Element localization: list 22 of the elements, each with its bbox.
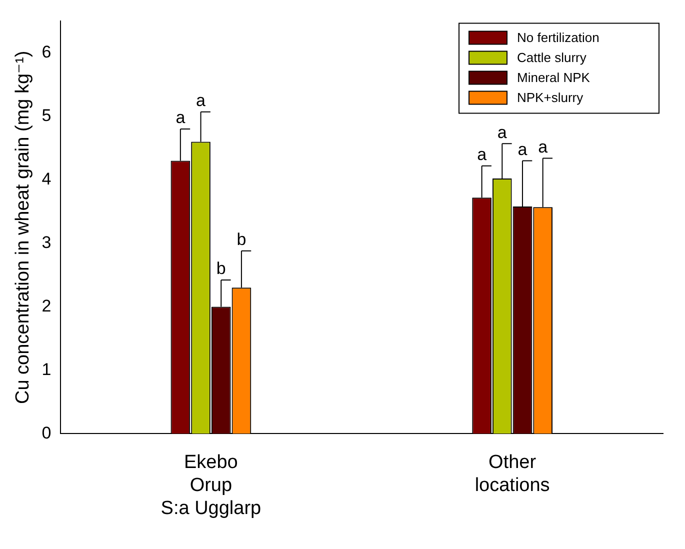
y-tick-label: 1 [42,360,52,379]
legend-label: Mineral NPK [517,70,590,85]
y-tick-label: 0 [42,423,52,442]
y-axis-title: Cu concentration in wheat grain (mg kg⁻¹) [12,50,34,404]
data-label: a [477,145,488,164]
y-tick-label: 3 [42,232,52,252]
data-label: a [538,137,548,156]
data-label: a [176,108,186,128]
x-tick-label: Other locations [474,452,550,496]
x-tick-label: Ekebo Orup S:a Ugglarp [160,452,262,519]
data-label: b [216,259,226,278]
legend-label: Cattle slurry [517,50,587,65]
y-tick-label: 5 [42,106,52,126]
data-label: a [196,91,206,110]
data-label: b [236,230,246,250]
y-tick-label: 6 [42,42,52,62]
y-tick-label: 2 [42,296,52,316]
y-tick-label: 4 [42,170,52,189]
data-label: a [497,122,508,142]
data-label: a [518,140,528,159]
legend-label: NPK+slurry [517,90,584,105]
legend-label: No fertilization [517,30,600,45]
